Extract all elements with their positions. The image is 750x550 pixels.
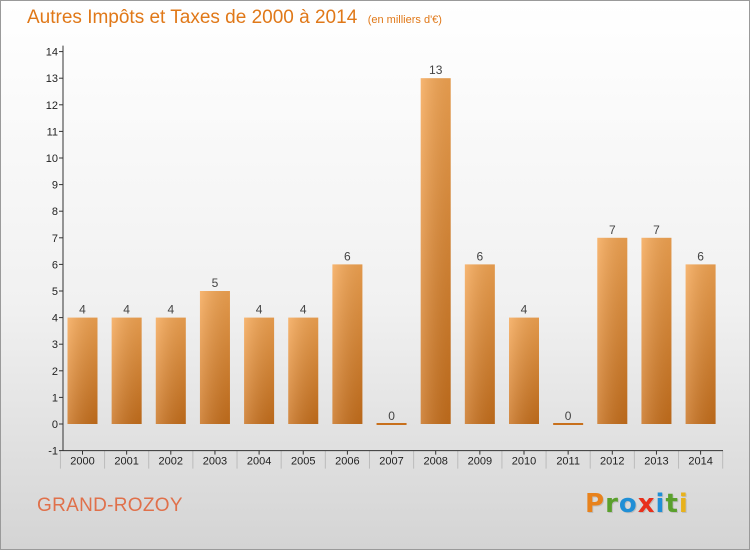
bar-shade-2004	[244, 317, 275, 424]
value-label-2012: 7	[609, 223, 616, 237]
x-tick-label-2003: 2003	[203, 456, 227, 468]
y-tick-label-1: 1	[52, 392, 58, 404]
bar-shade-2009	[464, 264, 495, 424]
place-name: GRAND-ROZOY	[37, 495, 183, 516]
logo-letter: o	[618, 489, 638, 519]
y-tick-label-0: 0	[52, 419, 58, 431]
axis-layer: 2000 2001 2002 2003 2004 2005 2006 2007 2008 2009…	[46, 45, 724, 469]
y-tick-label-7: 7	[52, 233, 58, 245]
bar-shade-2000	[67, 317, 98, 424]
x-tick-label-2009: 2009	[468, 456, 492, 468]
proxiti-logo: Proxiti	[585, 489, 689, 519]
value-label-2003: 5	[212, 276, 219, 290]
y-tick-label-13: 13	[46, 73, 58, 85]
logo-letter: r	[605, 489, 619, 519]
x-tick-label-2011: 2011	[556, 456, 580, 468]
value-label-2014: 6	[697, 249, 704, 263]
bar-shade-2013	[641, 237, 672, 424]
x-tick-label-2012: 2012	[600, 456, 624, 468]
value-label-2011: 0	[565, 409, 572, 423]
value-label-2009: 6	[477, 249, 484, 263]
x-tick-label-2005: 2005	[291, 456, 315, 468]
y-tick-label-3: 3	[52, 339, 58, 351]
bar-shade-2006	[332, 264, 363, 424]
logo-letter: t	[665, 489, 679, 519]
title-row: Autres Impôts et Taxes de 2000 à 2014 (e…	[27, 7, 442, 29]
bars-layer: 4 4 4 5 4 4 6 0 13 6 4 0 7 7 6	[67, 63, 716, 425]
value-label-2000: 4	[79, 303, 86, 317]
bar-shade-2010	[509, 317, 539, 424]
x-tick-label-2013: 2013	[644, 456, 668, 468]
chart-title: Autres Impôts et Taxes de 2000 à 2014	[27, 7, 358, 28]
logo-letter: i	[678, 489, 689, 519]
value-label-2004: 4	[256, 303, 263, 317]
x-tick-label-2014: 2014	[688, 456, 712, 468]
bar-shade-2014	[685, 264, 716, 424]
value-label-2007: 0	[388, 409, 395, 423]
logo-letter: P	[585, 489, 606, 519]
x-tick-label-2000: 2000	[70, 456, 94, 468]
y-tick-label-8: 8	[52, 206, 58, 218]
x-tick-label-2001: 2001	[114, 456, 138, 468]
value-label-2010: 4	[521, 303, 528, 317]
x-tick-label-2002: 2002	[159, 456, 183, 468]
y-tick-label-2: 2	[52, 366, 58, 378]
value-label-2013: 7	[653, 223, 660, 237]
value-label-2005: 4	[300, 303, 307, 317]
y-tick-label-9: 9	[52, 180, 58, 192]
bar-shade-2003	[199, 291, 230, 424]
x-tick-label-2008: 2008	[423, 456, 447, 468]
value-label-2001: 4	[123, 303, 130, 317]
logo-letter: i	[655, 489, 666, 519]
chart-subtitle: (en milliers d'€)	[367, 14, 442, 26]
bar-shade-2012	[597, 237, 628, 424]
x-tick-label-2010: 2010	[512, 456, 536, 468]
y-tick-label-5: 5	[52, 286, 58, 298]
y-tick-label-11: 11	[47, 126, 58, 138]
value-label-2002: 4	[167, 303, 174, 317]
bar-shade-2008	[420, 78, 451, 424]
value-label-2008: 13	[429, 63, 443, 77]
y-tick-label-10: 10	[46, 153, 58, 165]
logo-letter: x	[637, 489, 656, 519]
x-tick-label-2004: 2004	[247, 456, 271, 468]
bar-shade-2002	[155, 317, 186, 424]
bar-shade-2005	[288, 317, 319, 424]
y-tick-label-14: 14	[46, 47, 58, 59]
x-tick-label-2007: 2007	[379, 456, 403, 468]
bar-shade-2001	[111, 317, 142, 424]
y-tick-label--1: -1	[48, 446, 58, 458]
bar-2007	[376, 423, 407, 425]
y-tick-label-12: 12	[46, 100, 58, 112]
x-tick-label-2006: 2006	[335, 456, 359, 468]
value-label-2006: 6	[344, 249, 351, 263]
y-tick-label-4: 4	[52, 313, 58, 325]
bar-2011	[553, 423, 584, 425]
y-tick-label-6: 6	[52, 259, 58, 271]
